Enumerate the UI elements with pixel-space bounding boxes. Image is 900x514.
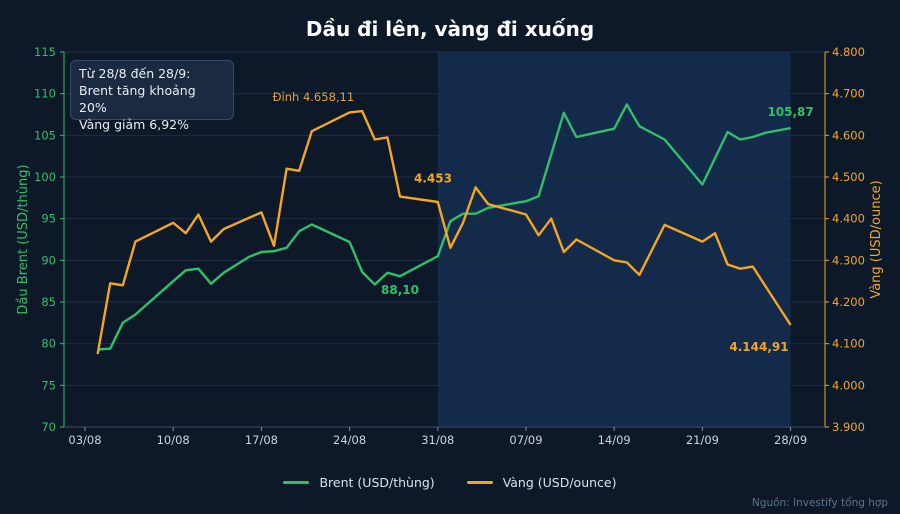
right-axis-label: Vàng (USD/ounce): [869, 180, 884, 298]
data-label: Đỉnh 4.658,11: [273, 90, 355, 104]
left-tick-label: 115: [34, 45, 56, 59]
annotations: Đỉnh 4.658,11 88,10 4.453 105,87 4.144,91: [273, 90, 814, 354]
data-label: 4.453: [414, 172, 452, 186]
right-tick-label: 4.000: [832, 378, 865, 392]
right-tick-label: 3.900: [832, 420, 865, 434]
axes: [63, 52, 826, 428]
right-tick-label: 4.500: [832, 170, 865, 184]
note-line-3: Vàng giảm 6,92%: [79, 117, 189, 132]
tick-labels: 70 75 80 85 90 95 100 105 110 115 3.900 4.000 4.100 4…: [34, 45, 865, 447]
legend-label-brent: Brent (USD/thùng): [319, 475, 435, 490]
left-tick-label: 110: [34, 87, 56, 101]
x-tick-label: 21/09: [686, 433, 719, 447]
left-tick-label: 100: [34, 170, 56, 184]
left-tick-label: 85: [41, 295, 56, 309]
legend-label-gold: Vàng (USD/ounce): [502, 475, 617, 490]
right-tick-label: 4.600: [832, 128, 865, 142]
source-note: Nguồn: Investify tổng hợp: [751, 497, 888, 509]
right-tick-label: 4.300: [832, 253, 865, 267]
legend-item-gold[interactable]: Vàng (USD/ounce): [466, 475, 617, 490]
right-tick-label: 4.200: [832, 295, 865, 309]
x-tick-label: 10/08: [157, 433, 190, 447]
x-tick-label: 14/09: [598, 433, 631, 447]
note-line-1: Từ 28/8 đến 28/9:: [79, 66, 191, 81]
right-tick-label: 4.100: [832, 337, 865, 351]
legend-swatch-brent: [283, 481, 310, 484]
data-label: 88,10: [381, 283, 419, 297]
left-tick-label: 105: [34, 128, 56, 142]
right-tick-label: 4.400: [832, 212, 865, 226]
x-tick-label: 17/08: [245, 433, 278, 447]
note-line-2: Brent tăng khoảng 20%: [79, 83, 196, 115]
legend-item-brent[interactable]: Brent (USD/thùng): [283, 475, 435, 490]
x-tick-label: 24/08: [333, 433, 366, 447]
legend-swatch-gold: [466, 481, 493, 484]
brent-line: [97, 103, 791, 351]
chart-title: Dầu đi lên, vàng đi xuống: [306, 17, 594, 41]
left-tick-label: 75: [41, 378, 56, 392]
series-lines: [96, 103, 792, 355]
right-tick-label: 4.700: [832, 87, 865, 101]
left-tick-label: 90: [41, 253, 56, 267]
highlight-region: [437, 52, 791, 427]
left-tick-label: 95: [41, 212, 56, 226]
left-axis-label: Dầu Brent (USD/thùng): [16, 164, 31, 314]
gridlines: [64, 51, 825, 428]
left-tick-label: 80: [41, 337, 56, 351]
x-tick-label: 07/09: [509, 433, 542, 447]
data-label: 4.144,91: [729, 340, 788, 354]
summary-note: Từ 28/8 đến 28/9: Brent tăng khoảng 20% …: [70, 60, 234, 132]
right-tick-label: 4.800: [832, 45, 865, 59]
left-tick-label: 70: [41, 420, 56, 434]
x-tick-label: 03/08: [68, 433, 101, 447]
legend: Brent (USD/thùng) Vàng (USD/ounce): [0, 472, 900, 490]
data-label: 105,87: [767, 105, 813, 119]
x-tick-label: 31/08: [421, 433, 454, 447]
x-tick-label: 28/09: [774, 433, 807, 447]
